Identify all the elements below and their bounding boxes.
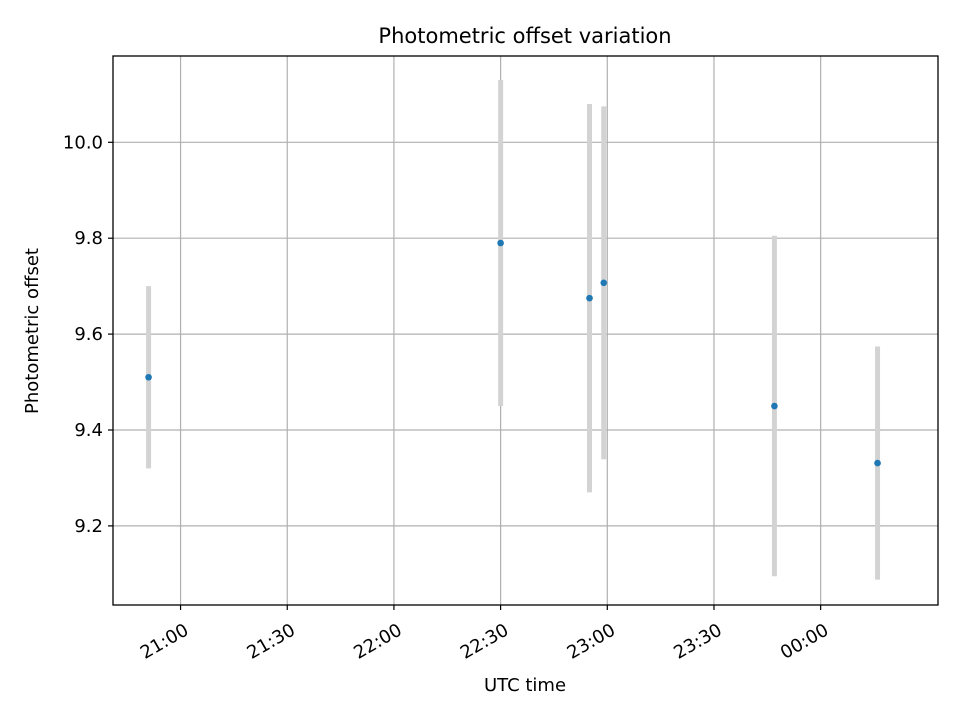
data-point (874, 459, 881, 467)
x-tick-label: 21:00 (137, 620, 192, 664)
data-point (145, 373, 152, 381)
y-axis-title: Photometric offset (22, 248, 43, 414)
x-tick-label: 23:30 (670, 620, 725, 664)
data-point (497, 239, 504, 247)
y-tick-label: 9.4 (74, 420, 103, 441)
x-tick-label: 23:00 (564, 620, 619, 664)
x-tick-label: 00:00 (777, 620, 832, 664)
x-tick-label: 22:30 (457, 620, 512, 664)
x-axis-title: UTC time (484, 675, 566, 696)
data-point (600, 279, 608, 287)
plot-frame (112, 55, 939, 606)
data-points (145, 239, 881, 467)
y-tick-label: 9.6 (74, 324, 103, 345)
x-tick-label: 22:00 (350, 620, 405, 664)
y-tick-label: 9.2 (74, 516, 103, 537)
x-tick-label: 21:30 (244, 620, 299, 664)
x-ticks: 21:00 21:30 22:00 22:30 23:00 23:30 00:00 (137, 605, 832, 664)
data-point (586, 294, 593, 302)
y-tick-label: 9.8 (74, 228, 103, 249)
chart-title: Photometric offset variation (378, 24, 671, 48)
grid (113, 56, 938, 605)
y-tick-label: 10.0 (63, 132, 103, 153)
plot-background (113, 56, 938, 605)
data-point (771, 402, 778, 410)
y-ticks: 9.2 9.4 9.6 9.8 10.0 (63, 132, 113, 537)
